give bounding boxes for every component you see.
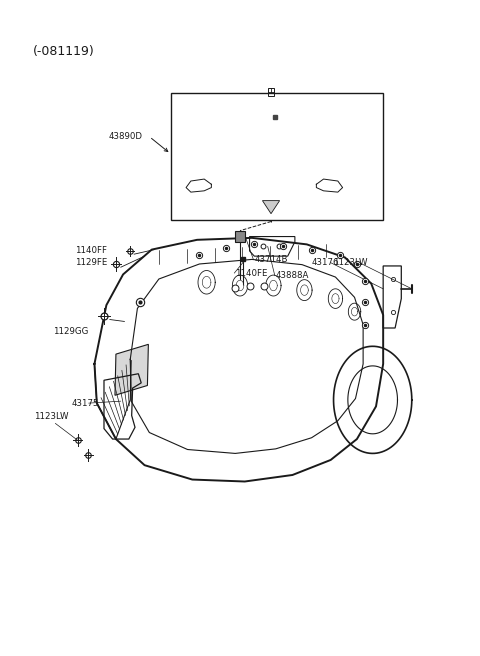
Bar bbox=[171, 93, 383, 220]
Text: 43890D: 43890D bbox=[109, 132, 143, 141]
Polygon shape bbox=[263, 201, 280, 214]
Text: 43888A: 43888A bbox=[276, 271, 309, 280]
Text: 1123LW: 1123LW bbox=[333, 258, 368, 267]
Text: 1140FE: 1140FE bbox=[235, 268, 268, 277]
Text: (-081119): (-081119) bbox=[33, 45, 94, 58]
Text: 1129GG: 1129GG bbox=[53, 327, 88, 336]
Bar bbox=[235, 231, 245, 243]
Text: 43176: 43176 bbox=[312, 258, 339, 267]
Bar bbox=[268, 89, 274, 96]
Text: 43929: 43929 bbox=[283, 102, 310, 110]
Polygon shape bbox=[115, 344, 148, 396]
Text: 1123LW: 1123LW bbox=[34, 413, 68, 421]
Text: 1129FE: 1129FE bbox=[75, 258, 108, 267]
Text: 1140FF: 1140FF bbox=[75, 247, 108, 255]
Text: 43714B: 43714B bbox=[254, 255, 288, 264]
Text: 43838: 43838 bbox=[199, 111, 227, 119]
Text: 43175: 43175 bbox=[72, 399, 99, 407]
Text: 1123GZ: 1123GZ bbox=[199, 96, 234, 105]
Text: 43920: 43920 bbox=[336, 137, 363, 146]
Text: 43929: 43929 bbox=[199, 122, 227, 131]
